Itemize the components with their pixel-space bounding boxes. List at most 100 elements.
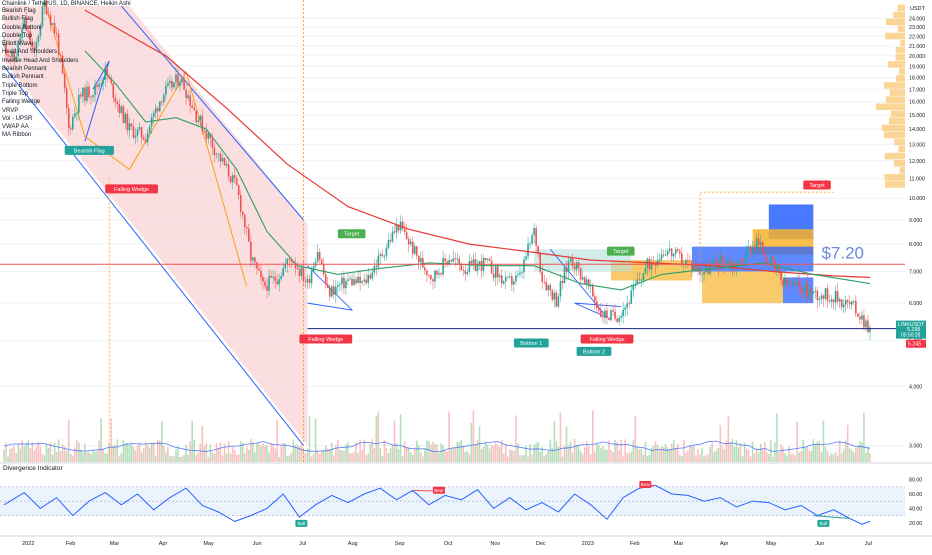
volume-bar [484, 441, 487, 462]
vrvp-bar [890, 110, 905, 118]
candle-body [5, 43, 7, 55]
legend-item[interactable]: Vol - UPSR [2, 115, 33, 122]
bearish-flag-label-text: Bearish Flag [74, 148, 105, 154]
volume-bar [167, 446, 169, 462]
legend-item[interactable]: Triple Bottom [2, 82, 38, 89]
candle-body [183, 78, 185, 91]
candle-body [434, 270, 436, 282]
legend-item[interactable]: Inverse Head And Shoulders [2, 57, 79, 64]
candle-body [494, 266, 497, 278]
candle-body [266, 285, 268, 291]
price-tick-label: 8.000 [909, 242, 922, 248]
candle-body [104, 67, 106, 80]
volume-bar [460, 440, 463, 462]
volume-bar [474, 444, 477, 462]
volume-bar [39, 446, 42, 462]
volume-bar [662, 447, 665, 462]
candle-body [385, 247, 388, 256]
candle-body [17, 40, 19, 57]
legend-item[interactable]: VRVP [2, 107, 19, 114]
legend-item[interactable]: Head And Shoulders [2, 49, 58, 56]
candle-body [757, 238, 760, 246]
candle-body [185, 90, 187, 99]
candle-body [49, 14, 52, 25]
candle-body [539, 252, 541, 272]
candle-body [272, 276, 274, 278]
legend-item[interactable]: Bearish Flag [2, 8, 36, 14]
volume-bar [239, 441, 242, 462]
candle-body [535, 228, 537, 246]
vrvp-bar [899, 68, 905, 75]
candle-body [333, 286, 335, 295]
legend-item[interactable]: Bullish Pennant [2, 74, 44, 81]
volume-bar [274, 448, 276, 462]
moving-averages [84, 9, 871, 291]
candle-body [229, 176, 232, 183]
volume-bar [545, 454, 548, 462]
candle-body [855, 301, 857, 314]
candle-body [300, 267, 303, 276]
candle-body [430, 275, 432, 280]
candle-body [500, 275, 503, 284]
volume-bar [347, 441, 349, 462]
volume-bar [436, 444, 438, 462]
volume-bar [523, 454, 525, 462]
volume-bar [415, 440, 418, 462]
volume-bar [80, 449, 82, 462]
candle-body [480, 261, 483, 271]
volume-bar [250, 439, 252, 462]
price-tick-label: 17.000 [909, 87, 925, 93]
legend-item[interactable]: Falling Wedge [2, 99, 41, 106]
candle-body [270, 275, 272, 278]
candle-body [583, 277, 586, 285]
legend-item[interactable]: Bullish Flag [2, 16, 34, 23]
candle-body [292, 261, 295, 264]
volume-bar [517, 443, 519, 462]
volume-bar [235, 454, 238, 462]
candle-body [219, 153, 222, 162]
candle-body [800, 286, 803, 293]
candle-body [318, 252, 321, 260]
candle-body [691, 262, 693, 271]
candle-body [387, 240, 390, 248]
legend-item[interactable]: MA Ribbon [2, 132, 32, 139]
legend-item[interactable]: Bearish Pennant [2, 66, 47, 73]
volume-bar [63, 446, 66, 462]
candle-body [788, 283, 790, 285]
volume-bar [507, 456, 509, 462]
candle-body [27, 30, 30, 32]
candle-body [256, 262, 258, 269]
volume-bar [492, 445, 495, 462]
vrvp-bar [895, 75, 905, 82]
candle-body [3, 43, 5, 46]
volume-bar [502, 453, 505, 462]
candle-body [260, 270, 262, 278]
red-price-value: 5.245 [908, 342, 921, 348]
volume-bar [438, 452, 440, 462]
time-tick-label: Aug [348, 541, 358, 547]
legend-item[interactable]: Double Bottom [2, 24, 42, 31]
candle-body [848, 302, 851, 305]
legend-item[interactable]: VWAP AA [2, 124, 29, 131]
bear-label-1: Bear [432, 486, 445, 494]
candle-body [486, 258, 489, 260]
candle-body [867, 320, 869, 333]
candle-body [644, 268, 647, 274]
volume-bar [810, 450, 813, 462]
candle-body [280, 275, 283, 280]
candle-body [369, 275, 372, 279]
volume-bar [685, 452, 687, 462]
volume-bar [668, 449, 671, 462]
volume-bar [150, 443, 153, 462]
legend-item[interactable]: Triple Top [2, 90, 29, 97]
candle-body [658, 259, 661, 261]
volume-bar [185, 444, 187, 462]
volume-bar [59, 451, 62, 462]
candle-body [21, 27, 24, 39]
volume-bar [450, 448, 452, 462]
time-tick-label: May [203, 541, 214, 547]
legend-item[interactable]: Elliott Wave [2, 41, 34, 48]
price-axis-bg [905, 0, 932, 462]
legend-item[interactable]: Double Top [2, 32, 33, 39]
